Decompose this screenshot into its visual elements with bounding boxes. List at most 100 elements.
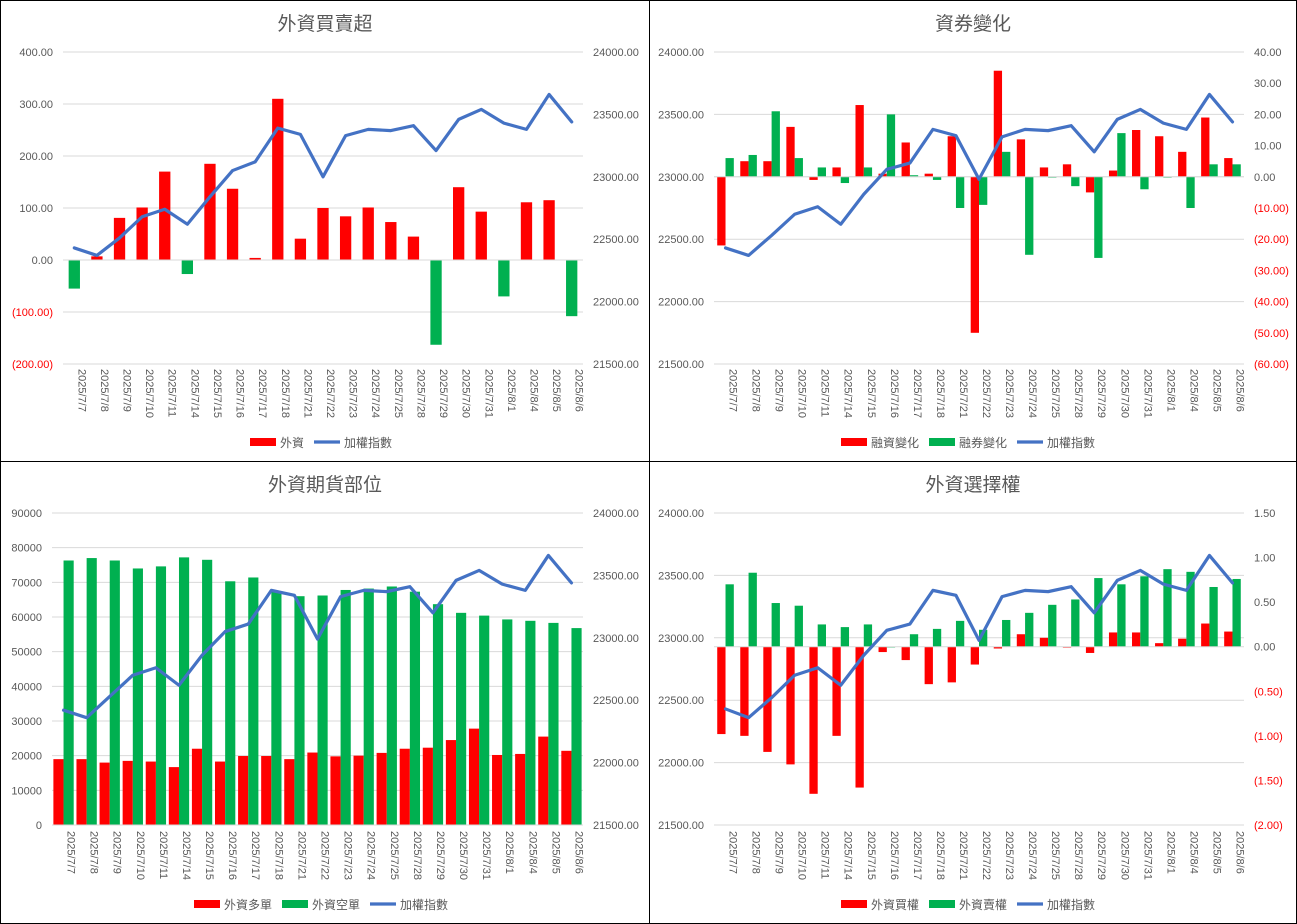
line-series-taiex (61, 553, 574, 720)
bar (840, 627, 850, 647)
y-tick-label-left: 22500.00 (658, 234, 704, 246)
bar (191, 748, 203, 825)
bar (840, 176, 850, 184)
x-tick-label: 2025/7/22 (319, 831, 331, 880)
x-tick-label: 2025/7/28 (1072, 831, 1084, 880)
x-tick-label: 2025/7/21 (957, 369, 969, 418)
bar (272, 98, 284, 260)
y-tick-label-right: 23500.00 (593, 570, 639, 582)
bar (817, 167, 826, 177)
bar (1186, 571, 1195, 647)
bar (909, 634, 919, 647)
legend-label: 加權指數 (1047, 897, 1095, 912)
x-tick-label: 2025/7/16 (888, 369, 900, 418)
bar (294, 238, 307, 260)
x-tick-label: 2025/7/17 (911, 831, 923, 880)
x-tick-label: 2025/7/11 (819, 831, 831, 879)
bar (99, 762, 110, 825)
bar (226, 188, 239, 260)
bar (145, 761, 156, 825)
bar (159, 171, 171, 260)
line-series-taiex (723, 92, 1235, 258)
x-tick-label: 2025/7/23 (1003, 369, 1015, 418)
y-tick-label-left: 50000 (11, 647, 42, 659)
bar (271, 591, 282, 825)
x-tick-label: 2025/7/30 (1118, 831, 1130, 880)
x-tick-label: 2025/7/29 (1095, 831, 1107, 880)
y-tick-label-left: 60000 (11, 612, 42, 624)
bar (63, 560, 74, 825)
y-tick-label-right: 30.00 (1254, 78, 1282, 90)
x-tick-label: 2025/8/6 (1233, 369, 1245, 412)
legend-label: 外資多單 (224, 898, 272, 912)
bar (809, 646, 818, 794)
bar (1025, 612, 1034, 647)
bar (353, 755, 364, 825)
bar (53, 759, 64, 825)
x-tick-label: 2025/7/9 (773, 831, 785, 874)
bar (515, 753, 526, 825)
x-tick-label: 2025/7/14 (180, 831, 192, 880)
y-tick-label-left: 90000 (11, 508, 42, 520)
bar (924, 173, 933, 177)
bar (1071, 599, 1080, 647)
chart-panel-foreign-net: 外資買賣超 (200.00) (100.00) 0.00 100.00 200.00 30… (0, 0, 650, 462)
bar (740, 161, 749, 177)
bar (740, 646, 749, 736)
bar (68, 260, 80, 289)
x-tick-label: 2025/7/30 (460, 369, 472, 418)
y-tick-label-right: 1.50 (1254, 508, 1275, 520)
x-tick-label: 2025/8/6 (572, 831, 584, 874)
bar (386, 586, 397, 825)
y-tick-label-right: 0.00 (1254, 642, 1275, 654)
bar (901, 142, 910, 177)
bar (468, 728, 480, 825)
bar (479, 615, 490, 825)
bar (136, 207, 148, 260)
x-tick-label: 2025/7/21 (957, 831, 969, 880)
x-tick-label: 2025/7/29 (1095, 369, 1107, 418)
y-tick-label-left: 80000 (11, 543, 42, 555)
bar (456, 612, 467, 825)
legend-label: 融資變化 (871, 435, 919, 450)
bar (1048, 604, 1057, 647)
bar (571, 628, 582, 825)
chart-title: 外資買賣超 (277, 13, 373, 35)
x-tick-label: 2025/7/16 (226, 831, 238, 880)
bar (1108, 170, 1118, 177)
bar (878, 646, 887, 653)
y-tick-label-left: (200.00) (12, 359, 53, 371)
bar (202, 559, 213, 825)
x-tick-label: 2025/7/14 (842, 369, 854, 418)
y-tick-label-left: 23500.00 (658, 109, 704, 121)
bar (445, 740, 457, 825)
chart-foreign-net: (200.00) (100.00) 0.00 100.00 200.00 300.00 40… (12, 47, 639, 450)
y-tick-label-left: 22000.00 (658, 758, 704, 770)
y-tick-label-right: (30.00) (1254, 265, 1289, 277)
x-tick-label: 2025/8/6 (573, 369, 585, 412)
chart-title: 外資選擇權 (925, 474, 1021, 496)
bar (399, 748, 410, 825)
bar (407, 236, 420, 260)
x-tick-label: 2025/7/15 (865, 831, 877, 880)
x-tick-label: 2025/7/18 (934, 369, 946, 418)
x-tick-label: 2025/7/15 (203, 831, 215, 880)
bar (1016, 139, 1026, 177)
x-tick-label: 2025/7/7 (75, 369, 87, 412)
bar (86, 558, 97, 825)
bar (947, 136, 956, 177)
x-tick-label: 2025/7/28 (1072, 369, 1084, 418)
bar (1155, 643, 1164, 647)
bar (717, 176, 726, 246)
x-tick-label: 2025/7/24 (365, 831, 377, 880)
bar (317, 208, 329, 260)
y-tick-label-right: 22500.00 (593, 695, 639, 707)
x-tick-label: 2025/7/30 (457, 831, 469, 880)
bar (475, 211, 487, 260)
bar (863, 624, 873, 647)
x-tick-label: 2025/7/18 (272, 831, 284, 880)
bar (979, 629, 988, 647)
bar (132, 568, 143, 825)
bar (1002, 151, 1011, 177)
x-tick-label: 2025/7/31 (480, 831, 492, 880)
